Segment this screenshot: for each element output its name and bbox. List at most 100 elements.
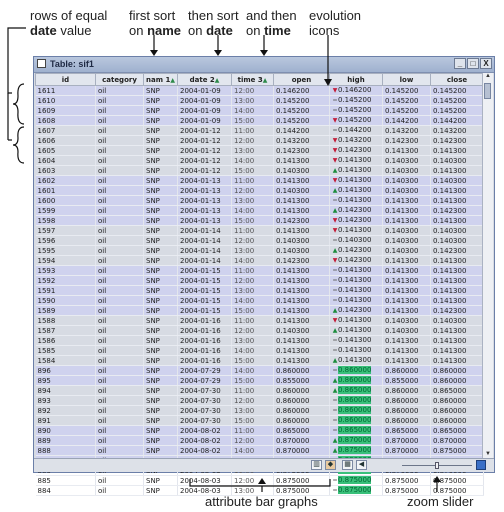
cell-id[interactable]: 1595 (35, 245, 96, 256)
cell-close[interactable]: 0.141300 (430, 145, 484, 156)
cell-close[interactable]: 0.140300 (430, 225, 484, 236)
table-row[interactable]: 1594 oil SNP 2004-01-14 14:00 0.142300 ▼0.1423… (35, 255, 484, 266)
table-row[interactable]: 1605 oil SNP 2004-01-12 13:00 0.142300 ▼0.1423… (35, 145, 484, 156)
column-header-low[interactable]: low (382, 73, 431, 86)
cell-name[interactable]: SNP (143, 305, 178, 316)
cell-name[interactable]: SNP (143, 95, 178, 106)
cell-open[interactable]: 0.140300 (273, 325, 330, 336)
cell-low[interactable]: 0.860000 (382, 405, 431, 416)
cell-close[interactable]: 0.140300 (430, 235, 484, 246)
table-row[interactable]: 1611 oil SNP 2004-01-09 12:00 0.146200 ▼0.1462… (35, 85, 484, 96)
cell-name[interactable]: SNP (143, 105, 178, 116)
cell-id[interactable]: 1607 (35, 125, 96, 136)
cell-high[interactable]: ▲0.870000 (329, 435, 383, 446)
cell-id[interactable]: 1608 (35, 115, 96, 126)
minimize-button[interactable]: _ (454, 58, 466, 69)
cell-close[interactable]: 0.141300 (430, 265, 484, 276)
table-row[interactable]: 894 oil SNP 2004-07-30 11:00 0.860000 ▲0.86500… (35, 385, 484, 396)
cell-open[interactable]: 0.141300 (273, 265, 330, 276)
cell-high[interactable]: =0.140300 (329, 235, 383, 246)
color-icon[interactable]: ◆ (325, 460, 336, 470)
scroll-down-icon[interactable]: ▼ (485, 451, 491, 457)
table-row[interactable]: 888 oil SNP 2004-08-02 14:00 0.870000 ▲0.87500… (35, 445, 484, 456)
cell-date[interactable]: 2004-01-12 (177, 125, 232, 136)
cell-time[interactable]: 12:00 (231, 185, 274, 196)
cell-category[interactable]: oil (95, 305, 144, 316)
cell-name[interactable]: SNP (143, 215, 178, 226)
table-row[interactable]: 889 oil SNP 2004-08-02 12:00 0.870000 ▲0.87000… (35, 435, 484, 446)
cell-date[interactable]: 2004-07-30 (177, 405, 232, 416)
column-header-close[interactable]: close (430, 73, 484, 86)
cell-time[interactable]: 13:00 (231, 195, 274, 206)
cell-time[interactable]: 15:00 (231, 355, 274, 366)
cell-category[interactable]: oil (95, 435, 144, 446)
cell-category[interactable]: oil (95, 415, 144, 426)
cell-low[interactable]: 0.141300 (382, 205, 431, 216)
cell-id[interactable]: 1599 (35, 205, 96, 216)
cell-category[interactable]: oil (95, 135, 144, 146)
cell-high[interactable]: ▲0.142300 (329, 205, 383, 216)
cell-category[interactable]: oil (95, 355, 144, 366)
cell-time[interactable]: 11:00 (231, 265, 274, 276)
cell-name[interactable]: SNP (143, 145, 178, 156)
cell-close[interactable]: 0.141300 (430, 215, 484, 226)
cell-low[interactable]: 0.855000 (382, 375, 431, 386)
cell-date[interactable]: 2004-01-15 (177, 305, 232, 316)
cell-high[interactable]: =0.145200 (329, 105, 383, 116)
cell-close[interactable]: 0.141300 (430, 285, 484, 296)
cell-low[interactable]: 0.860000 (382, 395, 431, 406)
cell-category[interactable]: oil (95, 335, 144, 346)
table-row[interactable]: 895 oil SNP 2004-07-29 15:00 0.855000 ▲0.86000… (35, 375, 484, 386)
cell-high[interactable]: =0.141300 (329, 265, 383, 276)
cell-name[interactable]: SNP (143, 205, 178, 216)
cell-close[interactable]: 0.145200 (430, 85, 484, 96)
cell-date[interactable]: 2004-01-14 (177, 245, 232, 256)
cell-date[interactable]: 2004-01-13 (177, 175, 232, 186)
cell-category[interactable]: oil (95, 155, 144, 166)
cell-open[interactable]: 0.142300 (273, 255, 330, 266)
cell-category[interactable]: oil (95, 405, 144, 416)
cell-close[interactable]: 0.145200 (430, 95, 484, 106)
cell-low[interactable]: 0.140300 (382, 165, 431, 176)
cell-name[interactable]: SNP (143, 265, 178, 276)
cell-name[interactable]: SNP (143, 365, 178, 376)
cell-date[interactable]: 2004-08-02 (177, 445, 232, 456)
cell-high[interactable]: ▼0.142300 (329, 255, 383, 266)
cell-time[interactable]: 14:00 (231, 445, 274, 456)
cell-low[interactable]: 0.145200 (382, 105, 431, 116)
cell-time[interactable]: 11:00 (231, 225, 274, 236)
cell-high[interactable]: =0.141300 (329, 335, 383, 346)
table-view-icon[interactable]: ▦ (342, 460, 353, 470)
table-row[interactable]: 1590 oil SNP 2004-01-15 14:00 0.141300 =0.1413… (35, 295, 484, 306)
cell-close[interactable]: 0.141300 (430, 325, 484, 336)
cell-category[interactable]: oil (95, 105, 144, 116)
cell-open[interactable]: 0.855000 (273, 375, 330, 386)
cell-id[interactable]: 892 (35, 405, 96, 416)
cell-date[interactable]: 2004-01-12 (177, 155, 232, 166)
cell-category[interactable]: oil (95, 165, 144, 176)
table-row[interactable]: 891 oil SNP 2004-07-30 15:00 0.860000 =0.86000… (35, 415, 484, 426)
cell-open[interactable]: 0.146200 (273, 85, 330, 96)
cell-high[interactable]: ▼0.141300 (329, 175, 383, 186)
zoom-in-icon[interactable] (476, 460, 486, 470)
cell-low[interactable]: 0.140300 (382, 315, 431, 326)
table-row[interactable]: 1585 oil SNP 2004-01-16 14:00 0.141300 =0.1413… (35, 345, 484, 356)
cell-time[interactable]: 14:00 (231, 295, 274, 306)
cell-date[interactable]: 2004-07-29 (177, 375, 232, 386)
cell-open[interactable]: 0.142300 (273, 215, 330, 226)
cell-date[interactable]: 2004-01-15 (177, 295, 232, 306)
scroll-left-icon[interactable]: ◀ (356, 460, 367, 470)
cell-time[interactable]: 11:00 (231, 175, 274, 186)
cell-category[interactable]: oil (95, 265, 144, 276)
cell-high[interactable]: =0.141300 (329, 295, 383, 306)
cell-time[interactable]: 13:00 (231, 95, 274, 106)
cell-high[interactable]: ▼0.142300 (329, 215, 383, 226)
cell-name[interactable]: SNP (143, 285, 178, 296)
cell-id[interactable]: 1601 (35, 185, 96, 196)
cell-category[interactable]: oil (95, 385, 144, 396)
table-row[interactable]: 1596 oil SNP 2004-01-14 12:00 0.140300 =0.1403… (35, 235, 484, 246)
table-row[interactable]: 1593 oil SNP 2004-01-15 11:00 0.141300 =0.1413… (35, 265, 484, 276)
cell-id[interactable]: 884 (35, 485, 96, 496)
cell-date[interactable]: 2004-08-03 (177, 475, 232, 486)
cell-high[interactable]: ▲0.141300 (329, 185, 383, 196)
